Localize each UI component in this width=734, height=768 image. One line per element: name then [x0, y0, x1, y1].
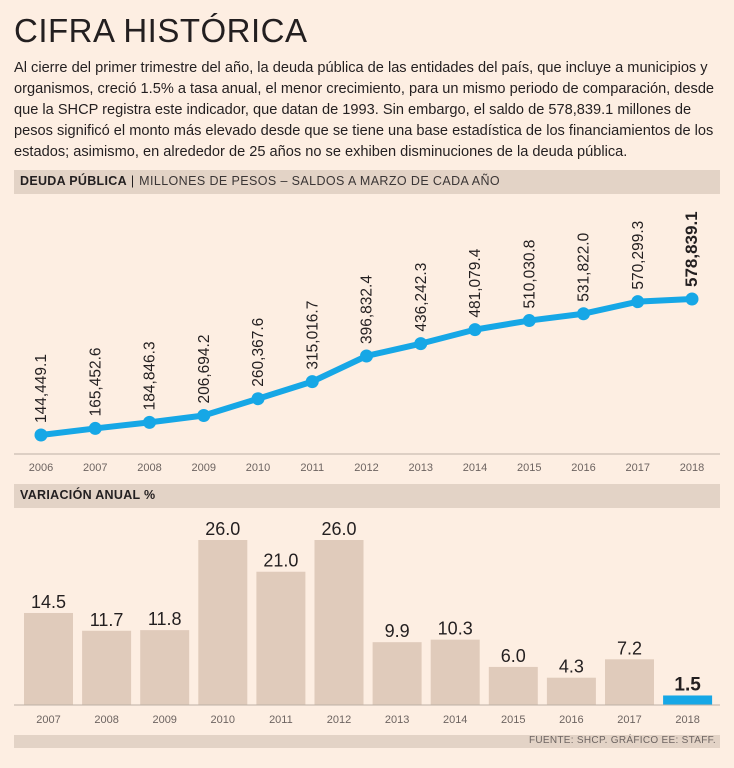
debt-value-label: 531,822.0 [576, 232, 593, 301]
debt-point [685, 292, 699, 306]
line-year-label: 2018 [680, 462, 704, 474]
variation-bar [198, 540, 248, 705]
variation-value-label: 26.0 [205, 519, 240, 539]
variation-value-label: 21.0 [263, 551, 298, 571]
variation-bar [663, 695, 713, 705]
bar-chart-title: VARIACIÓN ANUAL % [20, 488, 156, 502]
debt-value-label: 510,030.8 [521, 240, 538, 309]
variation-bar [24, 612, 73, 705]
line-year-label: 2007 [83, 462, 107, 474]
bar-year-label: 2016 [559, 714, 583, 726]
variation-value-label: 14.5 [31, 592, 66, 612]
variation-bar [430, 639, 480, 705]
line-year-label: 2008 [137, 462, 161, 474]
line-year-label: 2010 [246, 462, 270, 474]
line-year-label: 2017 [626, 462, 650, 474]
bar-year-label: 2012 [327, 714, 351, 726]
annual-variation-bar-chart: 14.5 2007 11.7 2008 11.8 2009 26.0 2010 21.0 2011… [14, 519, 720, 726]
line-chart-header: DEUDA PÚBLICA | MILLONES DE PESOS – SALDOS… [14, 170, 720, 194]
intro-paragraph: Al cierre del primer trimestre del año, … [14, 60, 715, 160]
line-year-label: 2012 [354, 462, 378, 474]
bar-year-label: 2009 [152, 714, 176, 726]
variation-value-label: 1.5 [674, 674, 701, 695]
debt-point [414, 337, 428, 351]
variation-value-label: 11.8 [148, 609, 182, 629]
source-band: FUENTE: SHCP. GRÁFICO EE: STAFF. [14, 735, 720, 748]
bar-year-label: 2008 [94, 714, 118, 726]
line-chart-subtitle: MILLONES DE PESOS – SALDOS A MARZO DE CA… [139, 174, 501, 188]
bar-year-label: 2010 [211, 714, 235, 726]
line-year-label: 2009 [192, 462, 216, 474]
bar-year-label: 2015 [501, 714, 525, 726]
debt-value-label: 578,839.1 [682, 211, 701, 287]
debt-point [34, 428, 48, 442]
variation-bar [140, 630, 190, 705]
line-year-label: 2011 [300, 462, 324, 474]
debt-point [360, 349, 373, 363]
line-year-label: 2014 [463, 462, 487, 474]
debt-point [197, 409, 211, 423]
debt-value-label: 206,694.2 [196, 335, 213, 404]
line-year-label: 2013 [409, 462, 433, 474]
bar-chart-header: VARIACIÓN ANUAL % [14, 484, 720, 508]
debt-point [468, 323, 482, 337]
debt-point [143, 415, 156, 429]
debt-value-label: 184,846.3 [142, 341, 159, 410]
variation-value-label: 10.3 [438, 619, 473, 639]
debt-point [577, 307, 590, 321]
debt-point [522, 314, 536, 328]
variation-bar [256, 571, 306, 705]
debt-value-label: 165,452.6 [87, 347, 104, 416]
line-chart-title: DEUDA PÚBLICA [20, 174, 127, 188]
variation-bar [372, 642, 422, 705]
bar-year-label: 2007 [36, 714, 60, 726]
variation-value-label: 26.0 [321, 519, 356, 539]
debt-value-label: 144,449.1 [33, 354, 50, 423]
bar-year-label: 2018 [675, 714, 699, 726]
debt-line-chart: 144,449.1 2006 165,452.6 2007 184,846.3 2008 2… [14, 211, 720, 474]
source-note: FUENTE: SHCP. GRÁFICO EE: STAFF. [528, 735, 716, 746]
variation-value-label: 4.3 [559, 657, 584, 677]
variation-value-label: 7.2 [617, 638, 642, 658]
variation-bar [605, 659, 654, 705]
variation-bar [82, 630, 132, 705]
variation-value-label: 6.0 [501, 646, 526, 666]
debt-point [631, 295, 645, 309]
line-year-label: 2016 [571, 462, 595, 474]
variation-bar [488, 666, 538, 705]
debt-value-label: 315,016.7 [304, 301, 321, 370]
variation-value-label: 11.7 [90, 610, 124, 630]
page-title: CIFRA HISTÓRICA [14, 12, 308, 49]
debt-point [88, 421, 102, 435]
debt-point [305, 375, 319, 389]
variation-bar [546, 677, 596, 705]
bar-year-label: 2011 [269, 714, 293, 726]
bar-year-label: 2013 [385, 714, 409, 726]
line-year-label: 2006 [29, 462, 53, 474]
bar-year-label: 2017 [617, 714, 641, 726]
debt-value-label: 260,367.6 [250, 318, 267, 387]
variation-bar [314, 540, 364, 705]
debt-value-label: 396,832.4 [359, 275, 376, 344]
debt-value-label: 570,299.3 [630, 221, 647, 290]
variation-value-label: 9.9 [385, 621, 410, 641]
bar-year-label: 2014 [443, 714, 467, 726]
line-year-label: 2015 [517, 462, 541, 474]
debt-value-label: 436,242.3 [413, 263, 430, 332]
debt-point [251, 392, 265, 406]
debt-value-label: 481,079.4 [467, 248, 484, 317]
